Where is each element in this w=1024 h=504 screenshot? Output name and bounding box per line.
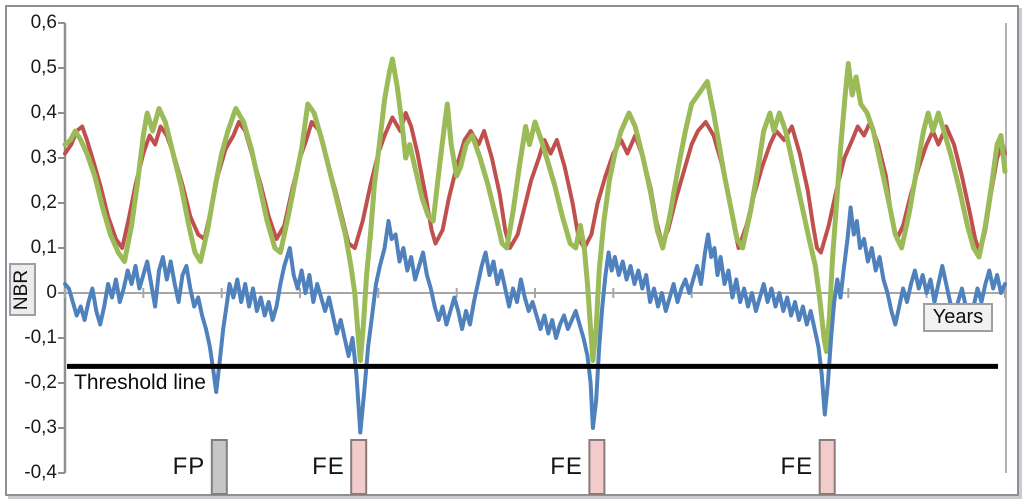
fire-event-marker-rect <box>588 439 606 495</box>
series-green-line <box>62 56 1008 363</box>
fire-event-marker-rect <box>350 439 368 495</box>
false-positive-marker-rect <box>210 439 228 495</box>
series-blue-line <box>63 205 1007 435</box>
fire-event-marker-rect <box>818 439 836 495</box>
